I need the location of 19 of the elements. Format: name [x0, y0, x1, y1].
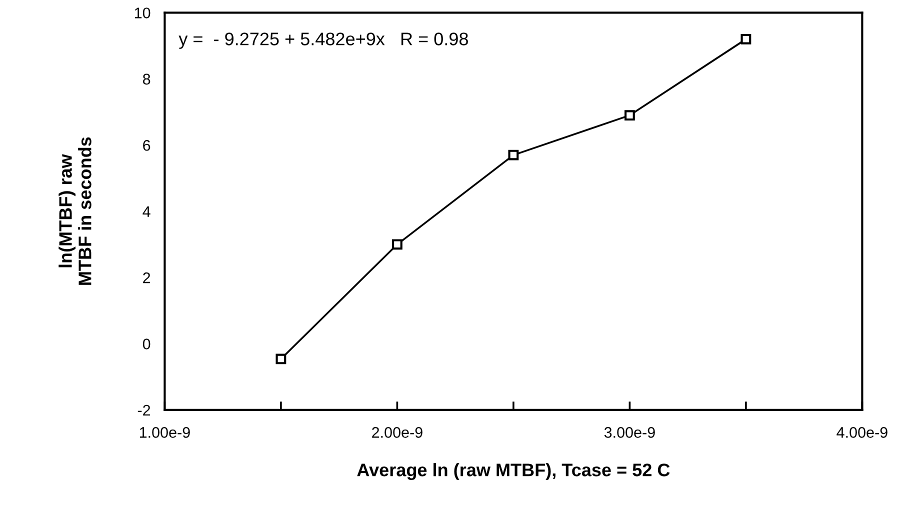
y-tick-label: 2 [143, 272, 150, 284]
y-tick-label: -2 [138, 404, 150, 416]
y-axis-title: ln(MTBF) raw MTBF in seconds [58, 137, 92, 285]
point [508, 150, 519, 160]
x-tick-label: 2.00e-9 [372, 427, 422, 438]
x-tick-label: 3.00e-9 [604, 427, 655, 438]
x-tick-label: 4.00e-9 [836, 427, 888, 438]
point [276, 354, 286, 364]
y-tick-label: 8 [142, 74, 150, 85]
y-tick-label: 0 [142, 338, 150, 350]
x-tick-label: 1.00e-9 [140, 427, 190, 438]
y-tick-label: 10 [134, 8, 150, 18]
annotation: y = - 9.2725 + 5.482e+9x R = 0.98 [178, 32, 468, 49]
y-tick-label: 4 [142, 206, 150, 217]
x-axis-title: Average ln (raw MTBF), Tcase = 52 C [357, 463, 670, 480]
point [624, 110, 635, 121]
point [740, 34, 752, 44]
point [392, 239, 402, 250]
y-tick-label: 6 [143, 140, 150, 151]
